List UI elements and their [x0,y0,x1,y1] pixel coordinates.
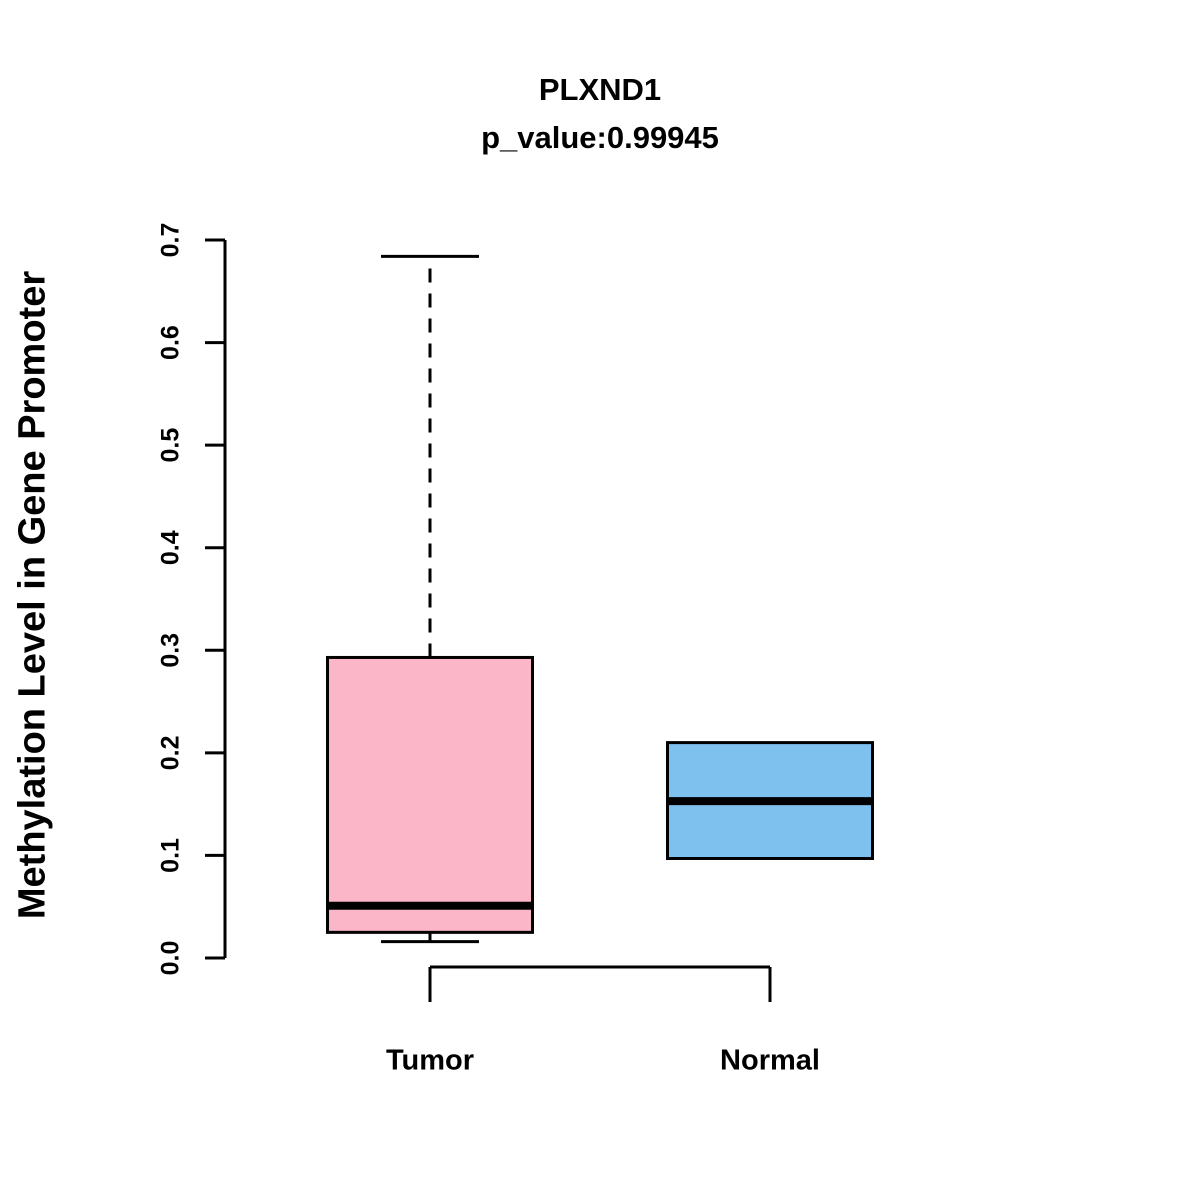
chart-subtitle: p_value:0.99945 [481,120,719,155]
y-tick-label: 0.0 [157,941,185,976]
y-tick-label: 0.1 [157,838,185,873]
y-tick-label: 0.5 [157,428,185,463]
y-tick-label: 0.2 [157,735,185,770]
y-tick-label: 0.6 [157,325,185,360]
y-tick-label: 0.7 [157,223,185,258]
x-tick-label-tumor: Tumor [386,1045,474,1077]
y-tick-label: 0.4 [157,530,185,565]
box-tumor [326,655,534,934]
y-tick-label: 0.3 [157,633,185,668]
chart-title: PLXND1 [538,72,662,107]
x-tick-label-normal: Normal [720,1045,820,1077]
